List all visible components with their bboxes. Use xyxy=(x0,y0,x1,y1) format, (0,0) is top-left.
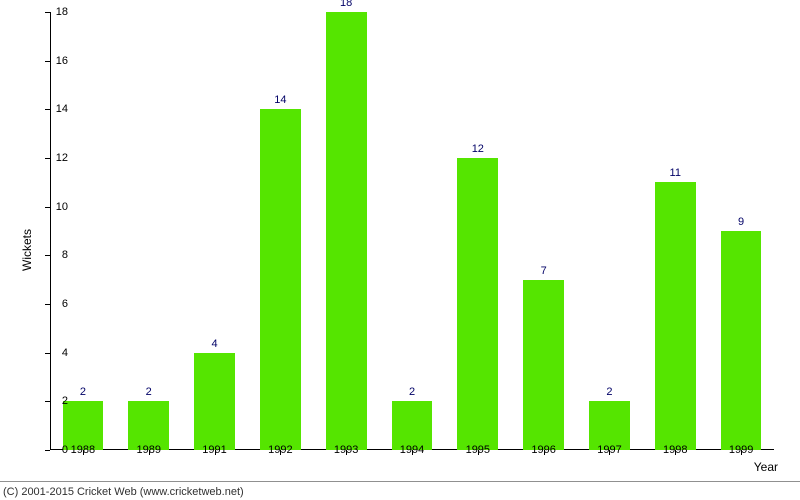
x-tick-label: 1994 xyxy=(400,444,424,456)
x-tick-label: 1996 xyxy=(531,444,555,456)
bar xyxy=(655,182,696,450)
bar-value-label: 18 xyxy=(340,0,352,9)
y-tick xyxy=(45,109,50,110)
bar-value-label: 2 xyxy=(80,386,86,398)
bar xyxy=(523,280,564,450)
bar xyxy=(392,401,433,450)
x-tick-label: 1995 xyxy=(466,444,490,456)
y-tick-label: 0 xyxy=(62,444,68,456)
y-tick xyxy=(45,61,50,62)
y-tick xyxy=(45,353,50,354)
y-tick xyxy=(45,401,50,402)
y-tick-label: 2 xyxy=(62,395,68,407)
bar xyxy=(260,109,301,450)
x-tick-label: 1992 xyxy=(268,444,292,456)
footer-text: (C) 2001-2015 Cricket Web (www.cricketwe… xyxy=(3,486,244,498)
y-tick-label: 16 xyxy=(56,55,68,67)
bar-value-label: 4 xyxy=(211,338,217,350)
x-tick-label: 1989 xyxy=(136,444,160,456)
y-tick xyxy=(45,255,50,256)
y-tick-label: 14 xyxy=(56,103,68,115)
y-axis-line xyxy=(50,12,51,450)
plot-area: 224141821272119 xyxy=(50,12,774,450)
y-tick-label: 8 xyxy=(62,249,68,261)
x-axis-title: Year xyxy=(754,460,778,474)
x-tick-label: 1993 xyxy=(334,444,358,456)
x-tick-label: 1991 xyxy=(202,444,226,456)
bar-value-label: 9 xyxy=(738,216,744,228)
bar xyxy=(128,401,169,450)
chart-container: Wickets Year 224141821272119 (C) 2001-20… xyxy=(0,0,800,500)
y-tick xyxy=(45,12,50,13)
bar-value-label: 14 xyxy=(274,94,286,106)
bar-value-label: 12 xyxy=(472,143,484,155)
y-tick-label: 12 xyxy=(56,152,68,164)
bar-value-label: 11 xyxy=(670,167,681,179)
y-tick-label: 18 xyxy=(56,6,68,18)
y-tick-label: 4 xyxy=(62,347,68,359)
bar-value-label: 2 xyxy=(606,386,612,398)
x-tick-label: 1997 xyxy=(597,444,621,456)
bar-value-label: 7 xyxy=(541,265,547,277)
x-tick-label: 1988 xyxy=(71,444,95,456)
y-tick-label: 10 xyxy=(56,201,68,213)
y-tick xyxy=(45,158,50,159)
bar-value-label: 2 xyxy=(146,386,152,398)
bar xyxy=(194,353,235,450)
bar xyxy=(589,401,630,450)
y-axis-title: Wickets xyxy=(20,229,34,271)
footer-divider xyxy=(0,481,800,482)
bar xyxy=(63,401,104,450)
bar xyxy=(721,231,762,450)
x-tick-label: 1998 xyxy=(663,444,687,456)
bar-value-label: 2 xyxy=(409,386,415,398)
y-tick xyxy=(45,304,50,305)
y-tick xyxy=(45,450,50,451)
x-tick-label: 1999 xyxy=(729,444,753,456)
y-tick xyxy=(45,207,50,208)
y-tick-label: 6 xyxy=(62,298,68,310)
bar xyxy=(457,158,498,450)
bar xyxy=(326,12,367,450)
